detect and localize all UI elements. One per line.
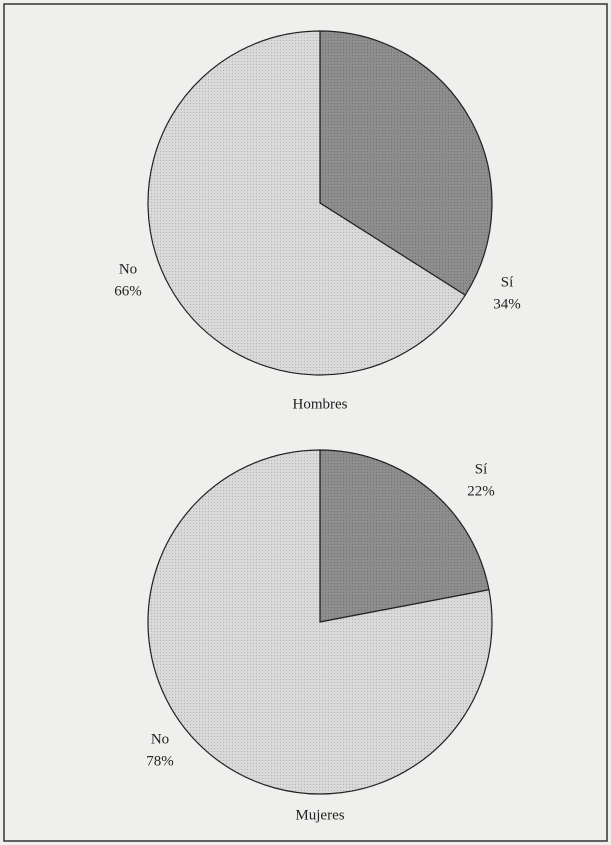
slice-texture (148, 449, 492, 794)
slice-value-label: 22% (467, 483, 495, 499)
slice-texture (320, 450, 489, 622)
chart-title: Hombres (293, 396, 348, 412)
slice-category-label: Sí (475, 461, 488, 477)
slice-category-label: No (151, 731, 169, 747)
slice-category-label: Sí (501, 274, 514, 290)
slice-category-label: No (119, 261, 137, 277)
chart-title: Mujeres (295, 807, 344, 823)
slice-value-label: 78% (146, 753, 174, 769)
slice-texture (147, 31, 466, 375)
slice-value-label: 34% (493, 296, 521, 312)
slice-texture (320, 31, 492, 296)
frame (3, 3, 608, 842)
slice-value-label: 66% (114, 283, 142, 299)
